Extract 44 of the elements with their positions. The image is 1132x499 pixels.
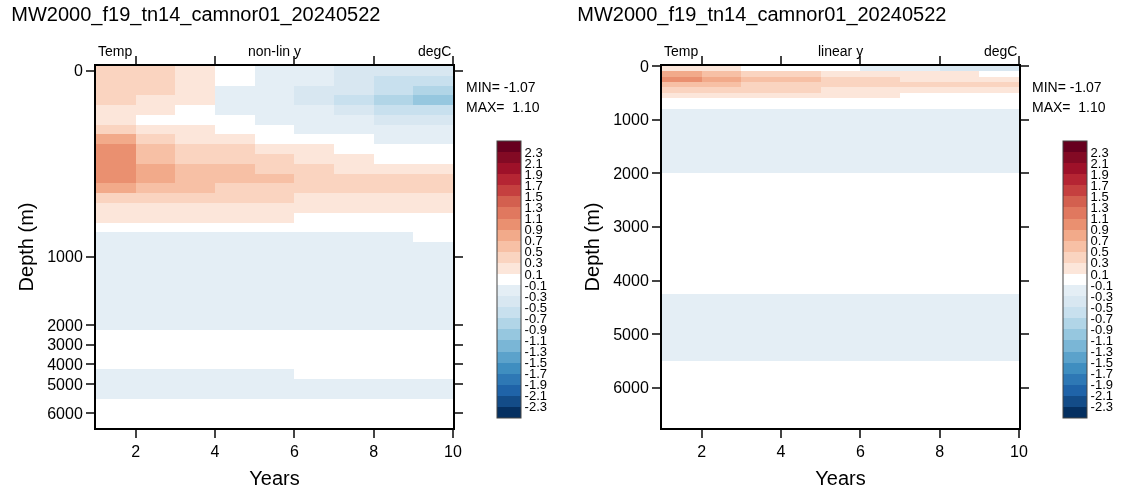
x-tick-label: 10: [444, 443, 462, 461]
y-tick-label: 3000: [613, 218, 649, 236]
y-tick-label: 5000: [613, 325, 649, 343]
text: MIN= -1.07: [1032, 79, 1102, 95]
text: Temp: [98, 43, 133, 59]
x-tick-label: 2: [697, 443, 707, 461]
y-tick-label: 6000: [47, 404, 83, 422]
y-tick-label: 1000: [47, 248, 83, 266]
chart-title: MW2000_f19_tn14_camnor01_20240522: [11, 3, 381, 27]
color-bar-label: 2.3: [524, 144, 543, 160]
y-tick-label: 2000: [47, 316, 83, 334]
y-tick-label: 3000: [47, 336, 83, 354]
text: Temp: [664, 43, 699, 59]
y-tick-label: 4000: [47, 356, 83, 374]
x-tick-label: 2: [131, 443, 141, 461]
x-axis-title: Years: [815, 467, 866, 490]
color-bar-label: 2.3: [1090, 144, 1109, 160]
x-tick-label: 6: [289, 443, 299, 461]
y-tick-label: 1000: [613, 111, 649, 129]
x-tick-label: 6: [855, 443, 865, 461]
chart-title: MW2000_f19_tn14_camnor01_20240522: [577, 3, 947, 27]
text: non-lin y: [248, 43, 301, 59]
y-tick-label: 4000: [613, 272, 649, 290]
x-axis-title: Years: [249, 467, 300, 490]
x-tick-label: 10: [1010, 443, 1028, 461]
y-axis-title: Depth (m): [581, 202, 604, 292]
y-tick-label: 6000: [613, 379, 649, 397]
y-axis-title: Depth (m): [15, 202, 38, 292]
text: degC: [418, 43, 452, 59]
x-tick-label: 8: [935, 443, 945, 461]
color-bar-label: -2.3: [524, 399, 548, 415]
text: degC: [984, 43, 1018, 59]
x-tick-label: 4: [776, 443, 786, 461]
text: MIN= -1.07: [466, 79, 536, 95]
y-tick-label: 2000: [613, 164, 649, 182]
text: MAX= 1.10: [1032, 99, 1106, 115]
y-tick-label: 5000: [47, 375, 83, 393]
y-tick-label: 0: [639, 57, 649, 75]
x-tick-label: 8: [369, 443, 379, 461]
color-bar-label: -2.3: [1090, 399, 1114, 415]
text: MAX= 1.10: [466, 99, 540, 115]
y-tick-label: 0: [73, 62, 83, 80]
x-tick-label: 4: [210, 443, 220, 461]
text: linear y: [818, 43, 864, 59]
